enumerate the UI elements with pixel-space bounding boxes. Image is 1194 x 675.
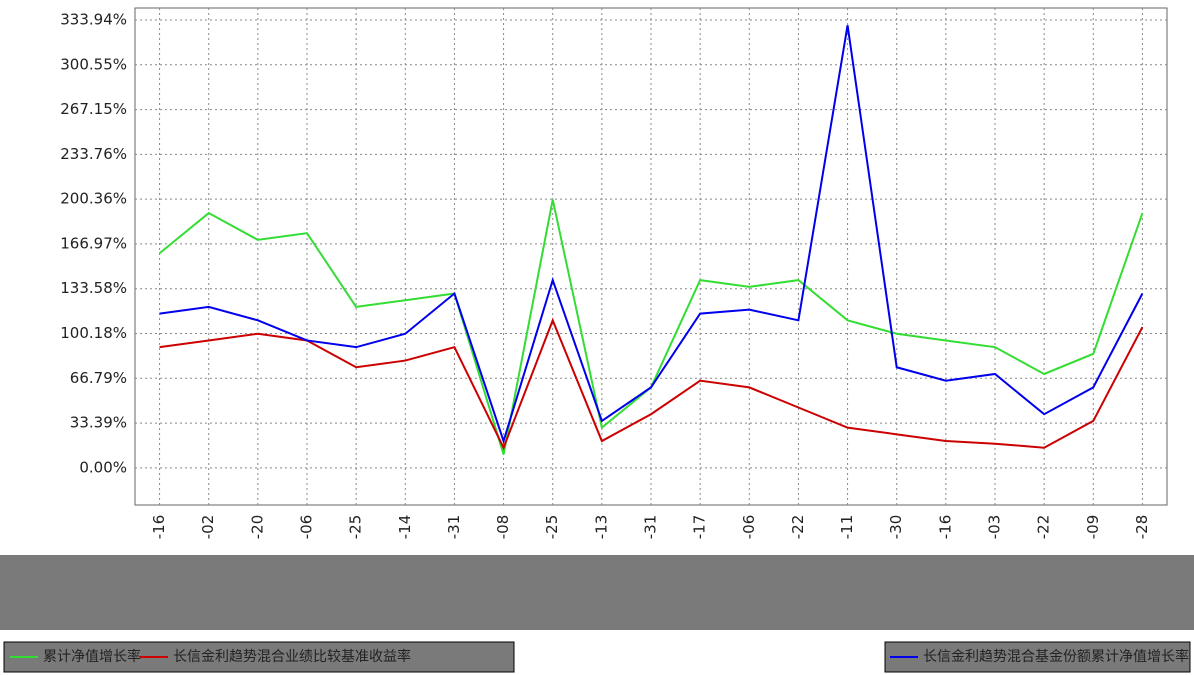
- x-tick-label: -22: [1035, 515, 1053, 540]
- x-tick-label: -06: [740, 515, 758, 540]
- x-tick-label: -08: [494, 515, 512, 540]
- chart: 0.00% 33.39% 66.79% 100.18% 133.58% 166.97% 20…: [0, 0, 1194, 675]
- x-tick-label: -09: [1084, 515, 1102, 540]
- x-tick-label: -22: [789, 515, 807, 540]
- y-tick-label: 0.00%: [79, 458, 127, 476]
- y-tick-label: 100.18%: [60, 324, 127, 342]
- x-tick-label: -13: [592, 515, 610, 540]
- legend-label: 长信金利趋势混合业绩比较基准收益率: [173, 648, 411, 665]
- x-tick-label: -11: [838, 515, 856, 540]
- x-tick-label: -17: [691, 515, 709, 540]
- x-tick-label: -30: [887, 515, 905, 540]
- y-tick-label: 333.94%: [60, 11, 127, 29]
- y-tick-label: 267.15%: [60, 100, 127, 118]
- x-tick-label: -20: [248, 515, 266, 540]
- x-tick-label: -16: [936, 515, 954, 540]
- y-tick-label: 133.58%: [60, 279, 127, 297]
- y-tick-label: 33.39%: [70, 414, 127, 432]
- x-tick-label: -03: [986, 515, 1004, 540]
- x-tick-label: -06: [298, 515, 316, 540]
- x-tick-label: -25: [347, 515, 365, 540]
- y-tick-label: 66.79%: [70, 369, 127, 387]
- x-tick-label: -31: [445, 515, 463, 540]
- y-tick-label: 166.97%: [60, 234, 127, 252]
- y-tick-label: 233.76%: [60, 145, 127, 163]
- y-tick-label: 300.55%: [60, 55, 127, 73]
- x-tick-label: -14: [396, 515, 414, 540]
- legend-label: 累计净值增长率: [43, 648, 141, 665]
- x-tick-label: -02: [199, 515, 217, 540]
- label-band: [0, 555, 1194, 630]
- legend-label: 长信金利趋势混合基金份额累计净值增长率: [923, 648, 1189, 665]
- x-tick-label: -25: [543, 515, 561, 540]
- y-tick-label: 200.36%: [60, 190, 127, 208]
- x-tick-label: -31: [642, 515, 660, 540]
- x-tick-label: -28: [1133, 515, 1151, 540]
- x-tick-label: -16: [150, 515, 168, 540]
